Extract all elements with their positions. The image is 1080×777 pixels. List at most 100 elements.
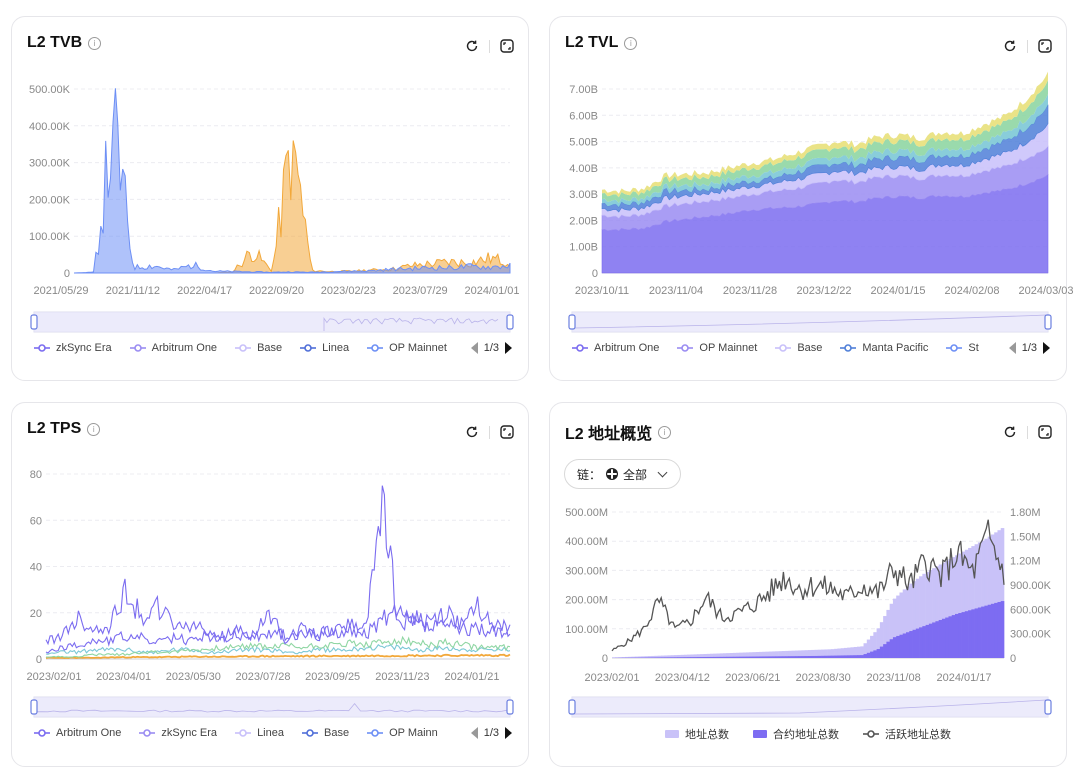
bar-contract-addresses [892, 637, 897, 658]
bar-total-addresses [919, 576, 923, 658]
bar-total-addresses [670, 655, 675, 658]
x-tick-label: 2021/11/12 [106, 285, 160, 297]
prev-page-icon[interactable] [1008, 342, 1016, 354]
tvl-chart: 0 1.00B 2.00B 3.00B 4.00B 5.00B 6.00B 7.00B 2023… [568, 71, 1074, 333]
prev-page-icon[interactable] [470, 727, 478, 739]
bar-total-addresses [860, 646, 864, 658]
legend-marker-icon [840, 344, 857, 352]
bar-contract-addresses [830, 655, 835, 658]
legend-pager: 1/3 [462, 342, 512, 354]
bar-contract-addresses [909, 631, 913, 658]
refresh-icon[interactable] [1003, 39, 1017, 53]
legend-item[interactable]: Arbitrum One [34, 727, 121, 739]
refresh-icon[interactable] [1003, 425, 1017, 439]
y-tick-label: 400.00K [29, 121, 71, 133]
slider-handle-left[interactable] [30, 314, 38, 330]
bar-contract-addresses [706, 656, 711, 658]
bar-total-addresses [974, 544, 979, 658]
legend-item[interactable]: Arbitrum One [129, 342, 217, 354]
datazoom-preview [323, 316, 499, 331]
next-page-icon[interactable] [505, 727, 512, 739]
bar-total-addresses [667, 655, 672, 658]
bar-total-addresses [928, 570, 933, 658]
bar-contract-addresses [857, 655, 861, 658]
bar-total-addresses [759, 651, 763, 658]
info-icon[interactable]: i [624, 36, 638, 50]
bar-contract-addresses [664, 657, 668, 658]
bar-total-addresses [775, 651, 779, 658]
next-page-icon[interactable] [1043, 342, 1050, 354]
legend-item[interactable]: Base [235, 342, 282, 354]
slider-handle-left[interactable] [568, 314, 576, 330]
info-icon[interactable]: i [88, 36, 102, 50]
legend-marker-icon [677, 344, 694, 352]
bar-contract-addresses [912, 629, 917, 658]
stacked-area-other [602, 94, 1048, 208]
prev-page-icon[interactable] [470, 342, 478, 354]
refresh-icon[interactable] [465, 39, 479, 53]
legend-item[interactable]: OP Mainnet [677, 342, 757, 354]
legend-item[interactable]: Arbitrum One [572, 342, 659, 354]
bar-contract-addresses [968, 610, 972, 658]
bar-contract-addresses [866, 652, 871, 658]
bar-total-addresses [664, 655, 668, 658]
legend-marker-icon [301, 729, 318, 737]
legend-marker-icon [946, 344, 963, 352]
legend-item[interactable]: Linea [300, 342, 349, 354]
address-chart: 0 100.00M 200.00M 300.00M 400.00M 500.00M 0 300… [565, 507, 1052, 718]
bar-total-addresses [938, 564, 943, 658]
legend-item[interactable]: 地址总数 [665, 726, 729, 742]
legend-item[interactable]: Base [775, 342, 822, 354]
x-tick-label: 2023/11/08 [866, 672, 920, 684]
slider-handle-right[interactable] [1044, 314, 1052, 330]
next-page-icon[interactable] [505, 342, 512, 354]
legend-item[interactable]: zkSync Era [139, 727, 217, 739]
legend-item[interactable]: Base [301, 727, 349, 739]
tps-card: L2 TPS i 0 20 40 60 80 2023/02/01 2023/04/01 20… [11, 402, 529, 767]
fullscreen-icon[interactable] [500, 39, 514, 53]
bar-total-addresses [690, 654, 694, 658]
line-active-addresses [611, 519, 1005, 652]
bar-total-addresses [883, 616, 887, 658]
legend-item[interactable]: 合约地址总数 [753, 726, 839, 742]
fullscreen-icon[interactable] [500, 425, 514, 439]
legend-item[interactable]: Linea [235, 727, 284, 739]
bar-total-addresses [798, 650, 802, 658]
bar-contract-addresses [794, 656, 799, 658]
slider-handle-left[interactable] [568, 699, 576, 715]
fullscreen-icon[interactable] [1038, 425, 1052, 439]
bar-total-addresses [879, 622, 884, 658]
x-tick-label: 2024/03/03 [1018, 285, 1073, 297]
stacked-area-3 [601, 104, 1049, 213]
slider-handle-left[interactable] [30, 699, 38, 715]
legend-marker-icon [129, 344, 146, 352]
refresh-icon[interactable] [465, 425, 479, 439]
slider-handle-right[interactable] [506, 699, 514, 715]
bar-contract-addresses [752, 656, 757, 658]
slider-handle-right[interactable] [506, 314, 514, 330]
legend-item[interactable]: 活跃地址总数 [863, 726, 951, 742]
legend-item[interactable]: OP Mainnet [367, 342, 447, 354]
bar-total-addresses [834, 648, 838, 658]
legend-item[interactable]: OP Mainn [367, 727, 438, 739]
bar-total-addresses [768, 651, 773, 658]
bar-contract-addresses [870, 651, 874, 658]
legend-label: Base [257, 342, 283, 354]
y-tick-label: 500.00M [565, 507, 608, 519]
legend-item[interactable]: St [946, 342, 979, 354]
info-icon[interactable]: i [658, 425, 672, 439]
info-icon[interactable]: i [87, 422, 101, 436]
y-tick-label: 7.00B [569, 84, 598, 96]
legend-pager: 1/3 [462, 727, 512, 739]
chain-select[interactable]: 链： 全部 [564, 459, 681, 489]
tvl-card: L2 TVL i 0 1.00B 2.00B 3.00B 4.00B 5.00B 6.00B… [549, 16, 1074, 381]
legend-swatch [753, 730, 767, 738]
y-tick-label: 0 [602, 653, 608, 665]
legend-item[interactable]: Manta Pacific [840, 342, 928, 354]
bar-contract-addresses [987, 604, 992, 658]
legend-item[interactable]: zkSync Era [34, 342, 112, 354]
slider-handle-right[interactable] [1044, 699, 1052, 715]
fullscreen-icon[interactable] [1038, 39, 1052, 53]
x-tick-label: 2023/02/01 [26, 671, 81, 683]
legend-marker-icon [367, 729, 384, 737]
